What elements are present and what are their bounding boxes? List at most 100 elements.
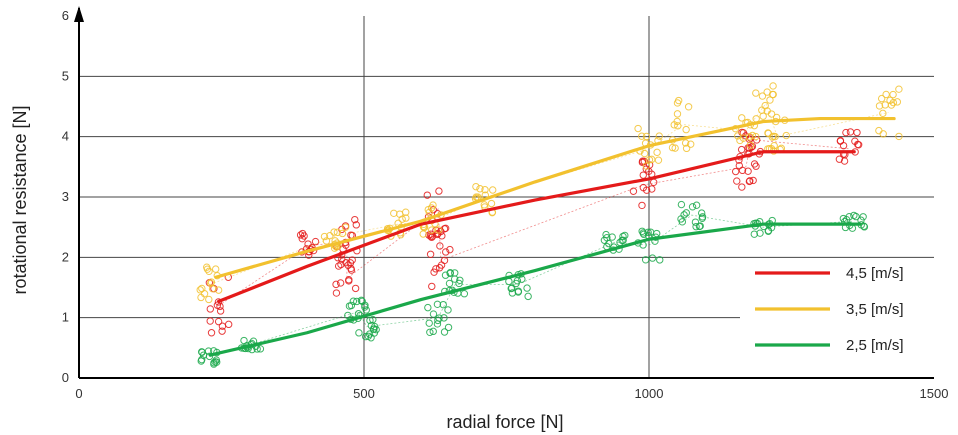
data-point xyxy=(758,92,767,100)
data-point xyxy=(426,328,434,336)
data-point xyxy=(196,286,204,294)
series-trend-line xyxy=(208,222,862,357)
data-point xyxy=(349,297,358,305)
data-point xyxy=(429,310,438,318)
data-point xyxy=(430,268,438,276)
data-point xyxy=(440,328,449,336)
data-point xyxy=(638,227,646,235)
data-point xyxy=(654,156,663,164)
data-point xyxy=(698,213,707,221)
data-point xyxy=(737,145,746,154)
data-point xyxy=(677,200,686,209)
data-point xyxy=(674,122,682,130)
data-point xyxy=(347,266,356,274)
data-point xyxy=(427,233,436,242)
y-axis-arrow xyxy=(74,6,84,22)
data-point xyxy=(435,314,443,322)
data-point xyxy=(296,231,305,239)
data-point xyxy=(362,306,370,314)
data-point xyxy=(746,141,755,149)
data-point xyxy=(771,132,779,141)
data-point xyxy=(203,263,211,271)
data-point xyxy=(879,130,887,138)
data-point xyxy=(655,132,663,140)
data-point xyxy=(456,276,464,284)
data-point xyxy=(889,98,898,107)
data-point xyxy=(355,329,363,337)
data-point xyxy=(218,322,227,330)
y-tick-label: 4 xyxy=(62,129,69,144)
data-point xyxy=(476,185,484,193)
data-point xyxy=(435,187,443,195)
data-point xyxy=(370,325,378,333)
data-point xyxy=(518,275,526,283)
data-point xyxy=(688,203,697,211)
data-point xyxy=(879,109,887,118)
data-point xyxy=(738,183,746,191)
data-point xyxy=(738,166,747,175)
data-point xyxy=(398,215,406,223)
data-point xyxy=(750,230,758,238)
data-point xyxy=(656,256,664,264)
data-point xyxy=(344,311,352,320)
data-point xyxy=(206,317,214,325)
data-point xyxy=(224,320,233,329)
data-point xyxy=(744,167,752,175)
data-point xyxy=(641,256,650,264)
data-point xyxy=(759,112,767,120)
x-tick-label: 500 xyxy=(353,386,375,401)
y-tick-label: 0 xyxy=(62,370,69,385)
data-point xyxy=(426,250,435,258)
series-trend-line xyxy=(217,150,856,303)
data-point xyxy=(332,289,341,297)
data-point xyxy=(455,279,463,288)
data-point xyxy=(206,305,215,313)
data-point xyxy=(200,290,209,298)
data-point xyxy=(311,237,320,246)
data-point xyxy=(365,330,374,338)
data-point xyxy=(681,139,690,147)
data-point xyxy=(748,131,757,140)
data-point xyxy=(752,89,760,97)
data-point xyxy=(845,213,853,221)
data-point xyxy=(300,232,308,240)
data-point xyxy=(877,94,886,103)
data-point xyxy=(438,232,446,240)
data-point xyxy=(508,289,517,297)
legend: 4,5 [m/s] 3,5 [m/s] 2,5 [m/s] xyxy=(740,258,935,358)
data-point xyxy=(366,316,374,325)
data-point xyxy=(214,286,223,294)
data-point xyxy=(629,187,638,195)
data-point xyxy=(854,141,863,149)
data-point xyxy=(673,110,682,118)
trend-lines xyxy=(208,116,896,357)
data-point xyxy=(875,126,883,135)
data-point xyxy=(668,143,677,152)
data-point xyxy=(205,267,213,276)
data-point xyxy=(648,185,656,193)
data-point xyxy=(444,306,452,314)
data-point xyxy=(769,90,777,99)
data-point xyxy=(739,134,748,142)
data-point xyxy=(642,165,650,173)
data-point xyxy=(207,279,215,288)
data-point xyxy=(358,297,366,305)
data-point xyxy=(480,201,488,209)
data-point xyxy=(682,144,691,153)
data-point xyxy=(353,297,361,306)
data-point xyxy=(682,209,690,217)
y-tick-label: 6 xyxy=(62,8,69,23)
legend-label: 2,5 [m/s] xyxy=(846,337,904,354)
legend-label: 4,5 [m/s] xyxy=(846,265,904,282)
data-point xyxy=(746,177,754,185)
data-point xyxy=(434,226,443,234)
data-point xyxy=(210,360,218,368)
y-tick-label: 2 xyxy=(62,249,69,264)
data-point xyxy=(738,114,746,122)
data-point xyxy=(835,155,844,163)
data-point xyxy=(744,144,752,152)
data-point xyxy=(390,209,398,218)
data-point xyxy=(653,148,661,157)
data-point xyxy=(602,230,610,239)
